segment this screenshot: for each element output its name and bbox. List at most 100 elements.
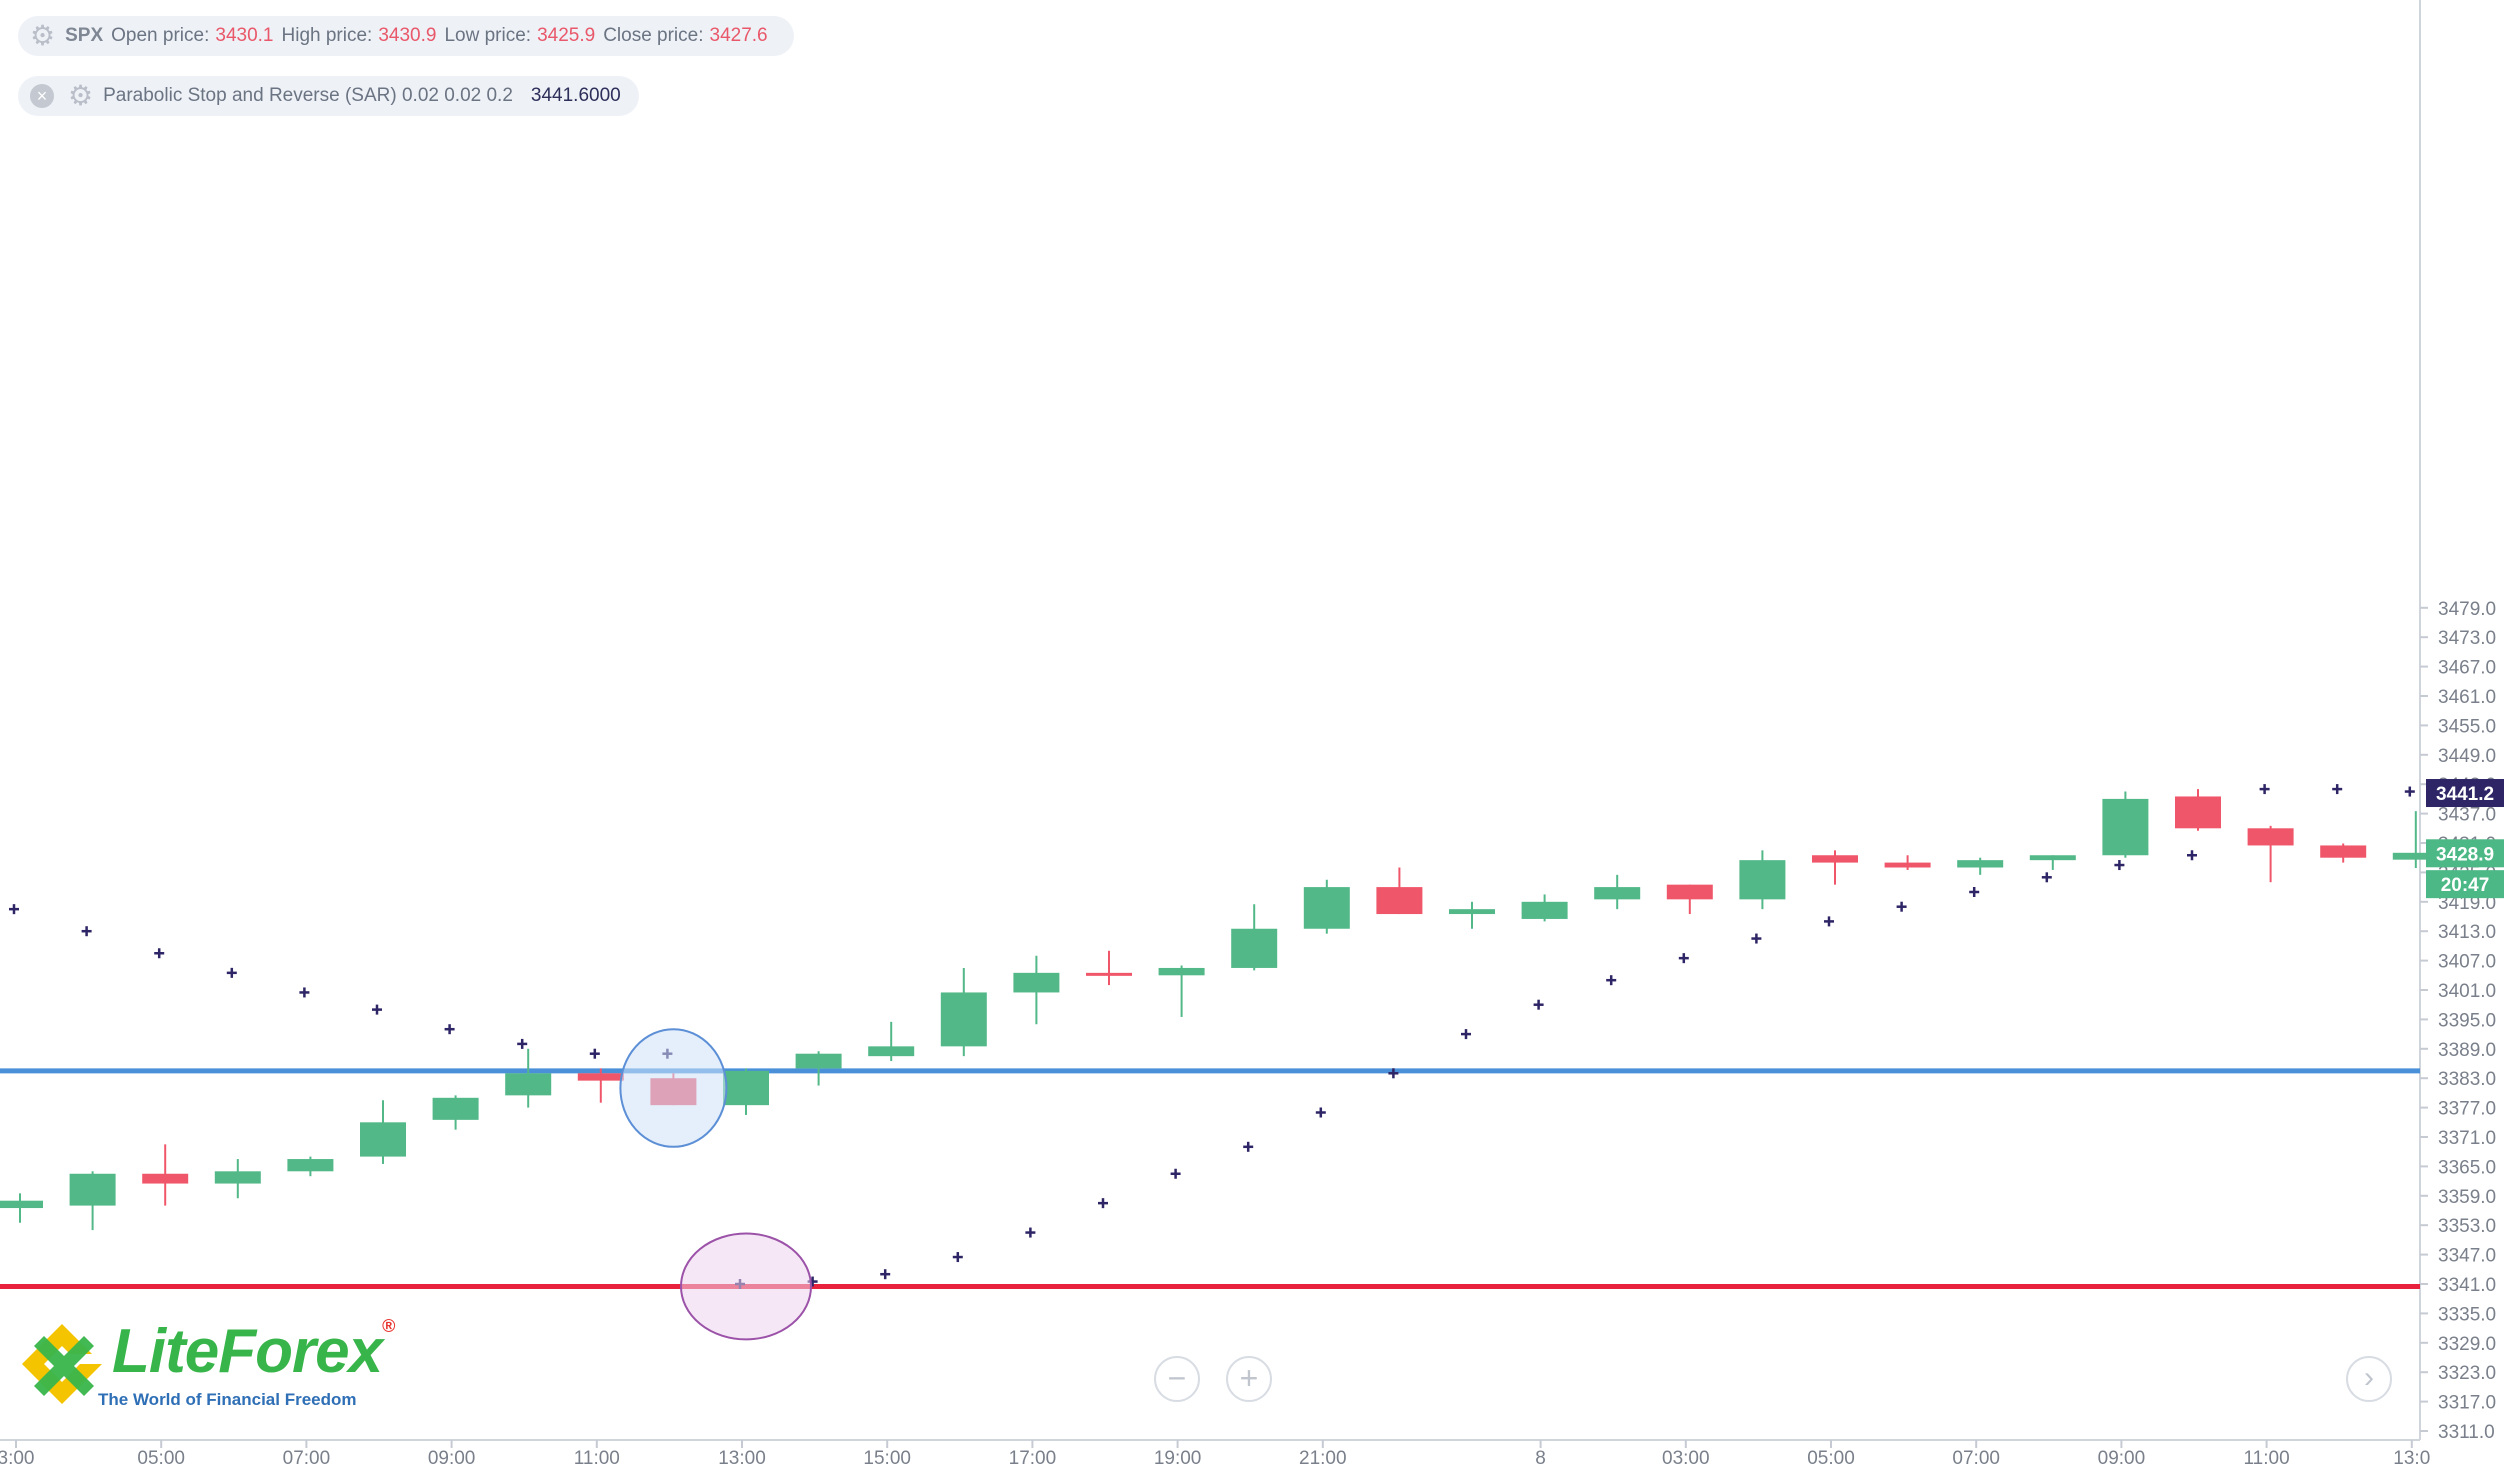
candle-body bbox=[1812, 855, 1858, 863]
candle-body bbox=[432, 1097, 479, 1120]
bullish-candle bbox=[1739, 850, 1786, 910]
bullish-candle bbox=[432, 1095, 479, 1130]
x-tick-label: 19:00 bbox=[1154, 1448, 1202, 1469]
bearish-candle bbox=[1884, 855, 1931, 870]
x-tick-label: 13:00 bbox=[718, 1448, 766, 1469]
sar-marker bbox=[1315, 1107, 1326, 1118]
sar-marker bbox=[517, 1038, 528, 1049]
sar-marker bbox=[1824, 916, 1834, 927]
y-tick-label: 3437.0 bbox=[2438, 805, 2496, 826]
candle-body bbox=[1231, 928, 1278, 968]
candle-body bbox=[287, 1159, 334, 1172]
open-value: 3430.1 bbox=[215, 25, 274, 46]
bearish-candle bbox=[1376, 867, 1423, 915]
zoom-out-button[interactable]: − bbox=[1154, 1356, 1200, 1402]
bullish-candle bbox=[1594, 874, 1641, 910]
y-tick-label: 3335.0 bbox=[2438, 1304, 2496, 1325]
bearish-candle bbox=[577, 1068, 624, 1103]
bearish-candle bbox=[142, 1144, 189, 1206]
candles bbox=[0, 789, 2439, 1231]
candle-body bbox=[2392, 852, 2439, 860]
sar-marker bbox=[2114, 860, 2125, 871]
bullish-candle bbox=[1303, 879, 1350, 934]
sar-price-badge: 3441.2 bbox=[2426, 779, 2504, 808]
low-label: Low price: bbox=[444, 25, 532, 46]
candle-body bbox=[1303, 887, 1350, 929]
x-tick-label: 17:00 bbox=[1009, 1448, 1057, 1469]
close-icon[interactable]: × bbox=[30, 84, 54, 108]
candle-body bbox=[142, 1173, 189, 1184]
scroll-right-button[interactable]: › bbox=[2346, 1356, 2392, 1402]
indicator-value: 3441.6000 bbox=[530, 85, 621, 106]
symbol-legend: ⚙ SPX Open price: 3430.1 High price: 343… bbox=[18, 16, 794, 56]
sar-marker bbox=[299, 987, 310, 998]
y-tick-label: 3407.0 bbox=[2438, 952, 2496, 973]
gear-icon[interactable]: ⚙ bbox=[30, 20, 56, 51]
bullish-candle bbox=[2392, 811, 2439, 868]
candle-body bbox=[505, 1073, 552, 1096]
bullish-candle bbox=[1957, 857, 2004, 875]
candle-body bbox=[1158, 967, 1205, 976]
y-tick-label: 3413.0 bbox=[2438, 922, 2496, 943]
x-axis: 3:00 05:00 07:00 09:00 11:00 13:00 15:00 17:00 1… bbox=[0, 1440, 2430, 1469]
bearish-candle bbox=[2320, 843, 2367, 863]
last-price-badge: 3428.9 bbox=[2426, 839, 2504, 868]
y-tick-label: 3311.0 bbox=[2438, 1422, 2495, 1443]
y-axis: 3311.0 3317.0 3323.0 3329.0 3335.0 3341.0 3347… bbox=[2420, 599, 2496, 1443]
y-tick-label: 3377.0 bbox=[2438, 1099, 2496, 1120]
y-tick-label: 3323.0 bbox=[2438, 1363, 2496, 1384]
candle-body bbox=[2247, 828, 2294, 846]
bullish-candle bbox=[2029, 855, 2076, 870]
bullish-candle bbox=[1521, 894, 1568, 922]
sar-marker bbox=[1896, 901, 1907, 912]
sar-marker bbox=[2187, 850, 2197, 861]
x-tick-label: 07:00 bbox=[1952, 1448, 2000, 1469]
candle-body bbox=[214, 1171, 261, 1184]
x-tick-label: 3:00 bbox=[0, 1448, 34, 1469]
sar-price-badge-bg bbox=[2426, 779, 2504, 808]
bullish-candle bbox=[287, 1156, 334, 1177]
x-tick-label: 07:00 bbox=[283, 1448, 331, 1469]
close-label: Close price: bbox=[603, 25, 704, 46]
candle-body bbox=[2320, 845, 2367, 858]
x-tick-label: 09:00 bbox=[428, 1448, 476, 1469]
y-tick-label: 3359.0 bbox=[2438, 1187, 2496, 1208]
close-value: 3427.6 bbox=[709, 25, 768, 46]
x-tick-label: 11:00 bbox=[2244, 1448, 2290, 1469]
bearish-candle bbox=[2247, 825, 2294, 883]
zoom-in-button[interactable]: + bbox=[1226, 1356, 1272, 1402]
gear-icon[interactable]: ⚙ bbox=[68, 80, 94, 111]
candle-body bbox=[723, 1070, 769, 1106]
sar-marker bbox=[589, 1048, 600, 1059]
y-tick-label: 3449.0 bbox=[2438, 746, 2496, 767]
sar-marker bbox=[1533, 999, 1544, 1010]
y-tick-label: 3317.0 bbox=[2438, 1393, 2496, 1414]
y-tick-label: 3341.0 bbox=[2438, 1275, 2496, 1296]
bullish-candle bbox=[1449, 901, 1495, 929]
sar-marker bbox=[1025, 1227, 1036, 1238]
candle-body bbox=[2175, 796, 2221, 829]
x-tick-label: 05:00 bbox=[1807, 1448, 1855, 1469]
x-tick-label: 05:00 bbox=[137, 1448, 185, 1469]
sar-marker bbox=[1388, 1068, 1399, 1079]
candle-body bbox=[868, 1046, 915, 1057]
sar-marker bbox=[1243, 1141, 1254, 1152]
sar-marker bbox=[1098, 1198, 1108, 1209]
candle-body bbox=[2102, 798, 2149, 856]
sar-marker bbox=[1678, 953, 1689, 964]
y-tick-label: 3365.0 bbox=[2438, 1157, 2496, 1178]
timer-badge-text: 20:47 bbox=[2441, 875, 2490, 896]
y-tick-label: 3401.0 bbox=[2438, 981, 2496, 1002]
y-tick-label: 3371.0 bbox=[2438, 1128, 2496, 1149]
bullish-candle bbox=[1013, 955, 1060, 1025]
sar-marker bbox=[952, 1252, 963, 1263]
y-tick-label: 3329.0 bbox=[2438, 1334, 2496, 1355]
candle-body bbox=[0, 1200, 43, 1209]
y-tick-label: 3383.0 bbox=[2438, 1069, 2496, 1090]
logo-mark-icon bbox=[22, 1324, 102, 1404]
x-tick-label: 13:0 bbox=[2393, 1448, 2430, 1469]
candle-body bbox=[795, 1053, 842, 1069]
candle-body bbox=[1376, 887, 1423, 915]
bearish-candle bbox=[1812, 850, 1858, 885]
